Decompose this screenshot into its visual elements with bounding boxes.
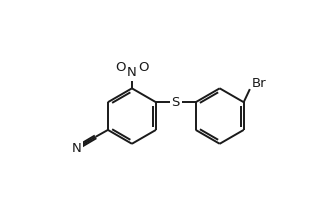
Text: O: O [116, 61, 126, 74]
Text: Br: Br [251, 77, 266, 90]
Text: O: O [138, 61, 148, 74]
Text: N: N [71, 142, 81, 155]
Text: S: S [172, 96, 180, 109]
Text: N: N [127, 66, 137, 79]
